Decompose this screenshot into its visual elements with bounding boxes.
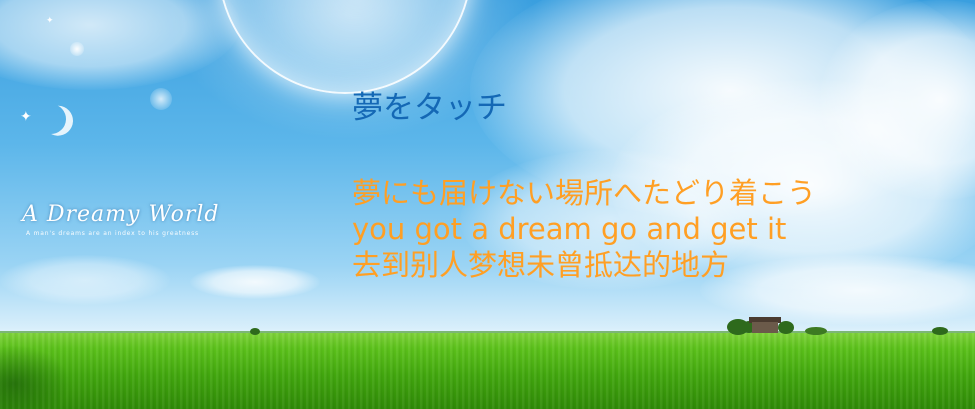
cloud (0, 255, 170, 305)
house (752, 322, 778, 333)
cloud (460, 150, 760, 290)
tree (805, 327, 827, 335)
lyrics-block: 夢にも届けない場所へたどり着こう you got a dream go and … (352, 175, 816, 283)
cloud (190, 265, 320, 299)
lyric-line-chinese: 去到别人梦想未曾抵达的地方 (352, 248, 730, 282)
tree (932, 327, 948, 335)
logo-tagline: A man's dreams are an index to his great… (26, 230, 199, 237)
sparkle-icon: ✦ (46, 16, 54, 26)
glowing-orb (70, 42, 84, 56)
lyric-line-english: you got a dream go and get it (352, 212, 787, 246)
cloud (700, 255, 975, 325)
house-roof (749, 317, 781, 323)
grass-field (0, 333, 975, 409)
site-logo[interactable]: A Dreamy World A man's dreams are an ind… (22, 202, 242, 237)
sparkle-icon: ✦ (20, 109, 32, 125)
crescent-moon-icon (32, 100, 70, 138)
field-shadow (0, 345, 70, 409)
tree (778, 321, 794, 334)
tree (250, 328, 260, 335)
grass-texture (0, 333, 975, 409)
glowing-orb (150, 88, 172, 110)
logo-title: A Dreamy World (22, 202, 220, 227)
page-heading: 夢をタッチ (352, 90, 507, 126)
lyric-line-japanese: 夢にも届けない場所へたどり着こう (352, 176, 817, 210)
